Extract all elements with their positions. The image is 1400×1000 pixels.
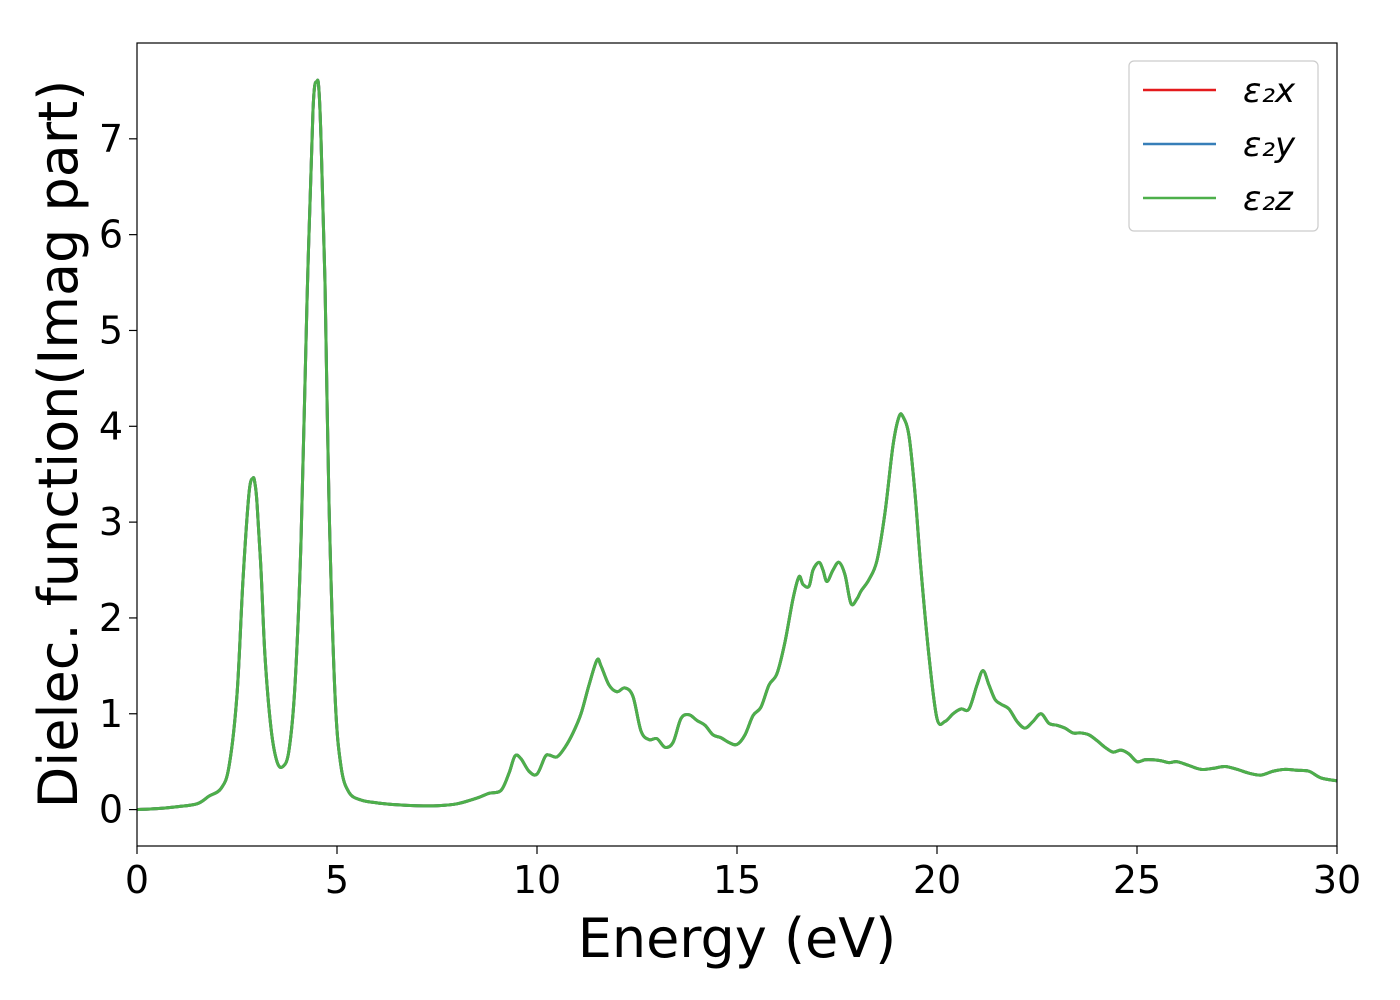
x-tick-label: 15 bbox=[713, 858, 761, 902]
plot-layer bbox=[136, 78, 1338, 812]
x-tick-label: 10 bbox=[513, 858, 561, 902]
x-tick-label: 0 bbox=[125, 858, 149, 902]
x-tick-label: 5 bbox=[325, 858, 349, 902]
y-axis-label: Dielec. function(Imag part) bbox=[27, 80, 90, 809]
legend-label-x: ε₂x bbox=[1243, 71, 1296, 111]
legend-frame bbox=[1128, 60, 1319, 232]
y-tick-label: 2 bbox=[99, 596, 123, 640]
plot-frame bbox=[136, 42, 1338, 847]
legend-label-z: ε₂z bbox=[1243, 179, 1294, 219]
legend: ε₂x ε₂y ε₂z bbox=[1128, 60, 1319, 232]
x-axis-ticks: 0 5 10 15 20 25 30 bbox=[125, 846, 1361, 902]
y-tick-label: 3 bbox=[99, 500, 123, 544]
y-tick-label: 6 bbox=[99, 213, 123, 257]
x-axis-label: Energy (eV) bbox=[578, 907, 897, 970]
x-tick-label: 25 bbox=[1113, 858, 1161, 902]
y-axis-ticks: 0 1 2 3 4 5 6 7 bbox=[99, 117, 137, 832]
x-tick-label: 20 bbox=[913, 858, 961, 902]
series-line-z bbox=[136, 78, 1338, 812]
y-tick-label: 4 bbox=[99, 404, 123, 448]
y-tick-label: 1 bbox=[99, 692, 123, 736]
x-tick-label: 30 bbox=[1313, 858, 1361, 902]
y-tick-label: 7 bbox=[99, 117, 123, 161]
legend-label-y: ε₂y bbox=[1243, 125, 1296, 165]
y-tick-label: 5 bbox=[99, 308, 123, 352]
y-tick-label: 0 bbox=[99, 788, 123, 832]
